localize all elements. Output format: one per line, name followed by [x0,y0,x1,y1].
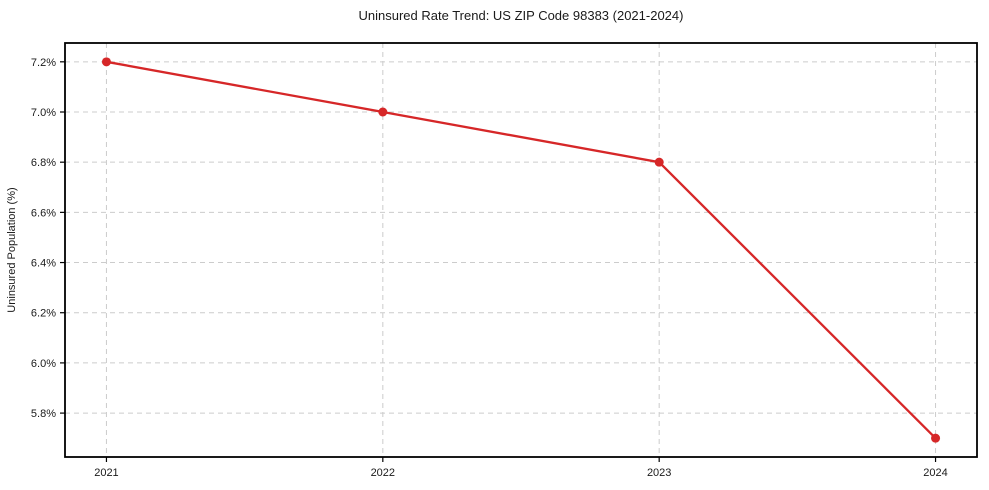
x-tick-label: 2023 [647,467,671,479]
x-tick-label: 2024 [923,467,947,479]
y-tick-label: 5.8% [31,408,56,420]
data-point [101,57,111,67]
y-tick-label: 7.0% [31,107,56,119]
plot-border [64,42,978,458]
y-tick-label: 6.4% [31,258,56,270]
y-tick-label: 6.2% [31,308,56,320]
y-tick-label: 6.6% [31,207,56,219]
x-tick-label: 2022 [371,467,395,479]
chart-title: Uninsured Rate Trend: US ZIP Code 98383 … [358,8,684,23]
trend-line [105,60,937,440]
data-point [378,107,388,117]
y-tick-label: 6.8% [31,157,56,169]
x-tick-label: 2021 [94,467,118,479]
data-point [654,157,664,167]
y-tick-label: 7.2% [31,57,56,69]
data-point [931,433,941,443]
y-tick-label: 6.0% [31,358,56,370]
